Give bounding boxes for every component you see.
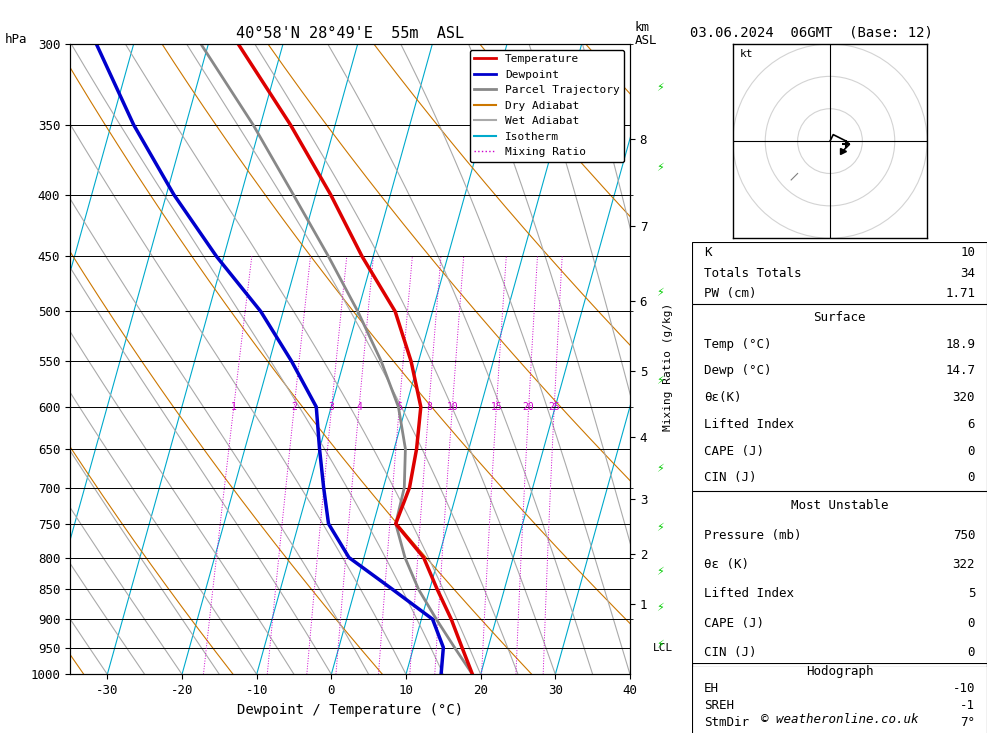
Text: 25: 25 (548, 402, 560, 412)
Text: Most Unstable: Most Unstable (791, 499, 888, 512)
Text: 0: 0 (968, 444, 975, 457)
Text: -10: -10 (953, 682, 975, 695)
Text: ⚡: ⚡ (656, 567, 664, 577)
Text: kt: kt (739, 49, 753, 59)
Text: 1: 1 (231, 402, 237, 412)
Text: ⚡: ⚡ (656, 523, 664, 533)
Text: 3: 3 (329, 402, 335, 412)
Text: CAPE (J): CAPE (J) (704, 616, 764, 630)
Text: 0: 0 (968, 616, 975, 630)
Text: Hodograph: Hodograph (806, 666, 873, 678)
Text: 34: 34 (960, 267, 975, 279)
Text: 18.9: 18.9 (945, 338, 975, 351)
Text: ⚡: ⚡ (656, 163, 664, 174)
Text: 0: 0 (968, 646, 975, 659)
Text: Lifted Index: Lifted Index (704, 418, 794, 431)
Text: Pressure (mb): Pressure (mb) (704, 528, 801, 542)
Text: 20: 20 (523, 402, 535, 412)
Text: Totals Totals: Totals Totals (704, 267, 801, 279)
Text: Surface: Surface (813, 311, 866, 324)
Text: 03.06.2024  06GMT  (Base: 12): 03.06.2024 06GMT (Base: 12) (690, 26, 933, 40)
Text: StmDir: StmDir (704, 716, 749, 729)
Text: 0: 0 (968, 471, 975, 485)
Text: 6: 6 (968, 418, 975, 431)
Text: SREH: SREH (704, 699, 734, 712)
Text: PW (cm): PW (cm) (704, 287, 756, 301)
Text: 2: 2 (291, 402, 297, 412)
Text: 10: 10 (446, 402, 458, 412)
Title: 40°58'N 28°49'E  55m  ASL: 40°58'N 28°49'E 55m ASL (236, 26, 464, 42)
Text: CAPE (J): CAPE (J) (704, 444, 764, 457)
Text: hPa: hPa (5, 33, 28, 46)
Text: km: km (635, 21, 650, 34)
Text: CIN (J): CIN (J) (704, 471, 756, 485)
Text: ASL: ASL (635, 34, 658, 47)
Text: ⚡: ⚡ (656, 640, 664, 650)
X-axis label: Dewpoint / Temperature (°C): Dewpoint / Temperature (°C) (237, 703, 463, 717)
Text: ⚡: ⚡ (656, 376, 664, 386)
Text: EH: EH (704, 682, 719, 695)
Text: 5: 5 (968, 587, 975, 600)
Text: 6: 6 (396, 402, 402, 412)
Text: Temp (°C): Temp (°C) (704, 338, 771, 351)
Text: 15: 15 (491, 402, 502, 412)
Text: 10: 10 (960, 246, 975, 259)
Text: 8: 8 (426, 402, 432, 412)
Text: ⚡: ⚡ (656, 464, 664, 474)
Legend: Temperature, Dewpoint, Parcel Trajectory, Dry Adiabat, Wet Adiabat, Isotherm, Mi: Temperature, Dewpoint, Parcel Trajectory… (470, 50, 624, 162)
Text: 4: 4 (356, 402, 362, 412)
Text: 7°: 7° (960, 716, 975, 729)
Text: K: K (704, 246, 711, 259)
Text: 322: 322 (953, 558, 975, 571)
Text: θε (K): θε (K) (704, 558, 749, 571)
Text: ⚡: ⚡ (656, 83, 664, 93)
Text: © weatheronline.co.uk: © weatheronline.co.uk (761, 712, 919, 726)
Text: 1.71: 1.71 (945, 287, 975, 301)
Text: θε(K): θε(K) (704, 391, 741, 404)
Text: ⚡: ⚡ (656, 603, 664, 614)
Text: CIN (J): CIN (J) (704, 646, 756, 659)
Text: 750: 750 (953, 528, 975, 542)
Text: Lifted Index: Lifted Index (704, 587, 794, 600)
Text: -1: -1 (960, 699, 975, 712)
Text: Mixing Ratio (g/kg): Mixing Ratio (g/kg) (663, 303, 673, 430)
Text: 320: 320 (953, 391, 975, 404)
Text: ⚡: ⚡ (656, 288, 664, 298)
Text: Dewp (°C): Dewp (°C) (704, 364, 771, 377)
Text: 14.7: 14.7 (945, 364, 975, 377)
Text: LCL: LCL (652, 643, 673, 652)
